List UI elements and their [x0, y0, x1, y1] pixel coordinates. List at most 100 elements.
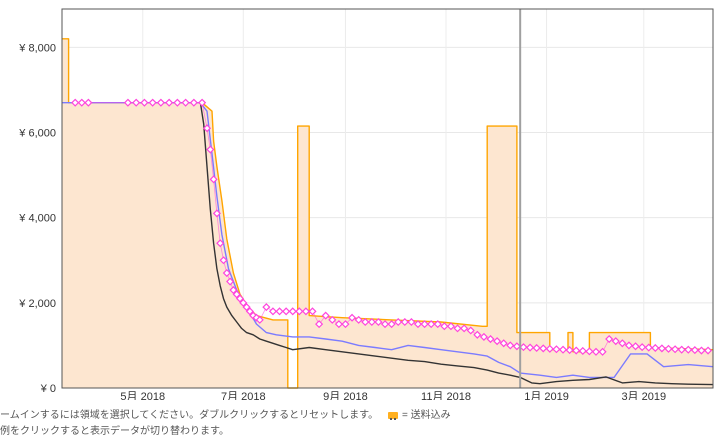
- series-point: [295, 307, 304, 316]
- series-point: [361, 317, 370, 327]
- y-tick-label: ¥ 8,000: [18, 42, 56, 54]
- truck-icon: [388, 411, 398, 420]
- series-point: [473, 330, 482, 339]
- series-point: [539, 344, 548, 353]
- series-point: [212, 209, 221, 218]
- x-tick-label: 9月 2018: [323, 391, 368, 400]
- x-tick-label: 1月 2019: [524, 391, 569, 400]
- series-point: [132, 98, 141, 107]
- series-point: [245, 307, 254, 316]
- y-tick-label: ¥ 2,000: [18, 298, 56, 310]
- series-point: [624, 341, 633, 350]
- series-point: [440, 322, 449, 331]
- series-point: [499, 339, 508, 348]
- series-point: [585, 347, 594, 356]
- series-line: [62, 38, 714, 389]
- series-point: [460, 324, 469, 333]
- series-point: [446, 322, 456, 331]
- series-point: [479, 332, 488, 341]
- x-tick-label: 7月 2018: [221, 391, 266, 400]
- series-point: [519, 343, 528, 352]
- y-tick-label: ¥ 0: [40, 383, 56, 395]
- x-tick-label: 11月 2018: [421, 391, 471, 400]
- series-point: [262, 303, 271, 312]
- y-axis-ticks: ¥ 0 ¥ 2,000 ¥ 4,000 ¥ 6,000 ¥ 8,000: [18, 42, 56, 395]
- series-point: [578, 346, 587, 356]
- price-history-chart[interactable]: ¥ 0 ¥ 2,000 ¥ 4,000 ¥ 6,000 ¥ 8,000 5月 2018 7…: [0, 0, 725, 400]
- series-point: [202, 124, 212, 133]
- series-point: [407, 317, 416, 327]
- series-point: [301, 307, 310, 316]
- series-point: [512, 342, 521, 351]
- series-point: [394, 317, 403, 327]
- series-point: [466, 326, 475, 335]
- series-point: [173, 98, 182, 107]
- series-markers: [71, 98, 713, 356]
- series-point: [486, 334, 495, 344]
- series-point: [427, 320, 436, 329]
- series-fill: [62, 38, 713, 389]
- series-point: [165, 98, 174, 107]
- shipping-legend: = 送料込み: [388, 406, 451, 421]
- series-point: [255, 315, 264, 324]
- x-tick-label: 5月 2018: [120, 391, 165, 400]
- series-point: [275, 307, 284, 316]
- series-point: [374, 317, 383, 327]
- plot-border: [61, 8, 714, 389]
- series-point: [148, 98, 157, 107]
- series-point: [232, 290, 241, 299]
- series-point: [572, 346, 581, 355]
- series-point: [413, 320, 423, 329]
- series-point: [697, 346, 706, 355]
- series-point: [638, 343, 647, 352]
- series-point: [565, 346, 574, 355]
- series-point: [226, 277, 235, 286]
- series-point: [453, 324, 462, 333]
- series-point: [71, 98, 80, 107]
- series-point: [242, 303, 251, 312]
- zoom-hint-text: ームインするには領域を選択してください。ダブルクリックするとリセットします。: [0, 410, 379, 421]
- series-point: [526, 343, 535, 352]
- series-point: [219, 256, 228, 265]
- y-tick-label: ¥ 4,000: [18, 213, 56, 225]
- series-point: [206, 145, 215, 154]
- series-point: [657, 344, 666, 353]
- shipping-legend-label: = 送料込み: [402, 410, 451, 421]
- series-point: [618, 339, 627, 348]
- series-point: [216, 239, 225, 248]
- series-point: [308, 307, 317, 316]
- series-point: [328, 315, 337, 324]
- series-point: [664, 344, 673, 353]
- series-point: [532, 343, 541, 353]
- series-point: [288, 307, 297, 316]
- series-point: [545, 344, 554, 353]
- series-point: [235, 294, 245, 303]
- series-point: [493, 337, 502, 346]
- x-axis-ticks: 5月 2018 7月 2018 9月 2018 11月 2018 1月 2019 3月 2…: [120, 391, 666, 400]
- series-point: [598, 347, 607, 356]
- series-point: [282, 307, 291, 316]
- plot-frame: [61, 8, 714, 389]
- series-point: [84, 98, 93, 107]
- series-point: [77, 98, 86, 107]
- series-point: [671, 345, 680, 354]
- series-point: [433, 320, 442, 329]
- series-point: [651, 343, 660, 353]
- series-point: [252, 313, 261, 322]
- series-point: [677, 345, 686, 354]
- series-point: [268, 307, 278, 316]
- series-point: [644, 343, 653, 352]
- series-point: [198, 98, 207, 107]
- series-point: [591, 347, 601, 356]
- series-point: [380, 320, 390, 329]
- series-point: [249, 311, 258, 320]
- series-line: [199, 102, 714, 386]
- series-point: [506, 341, 515, 350]
- series-point: [354, 315, 363, 324]
- series-point: [140, 98, 149, 107]
- series-point: [156, 98, 165, 107]
- series-point: [239, 298, 248, 307]
- series-point: [189, 98, 198, 107]
- series-point: [631, 342, 640, 351]
- series-point: [123, 98, 132, 107]
